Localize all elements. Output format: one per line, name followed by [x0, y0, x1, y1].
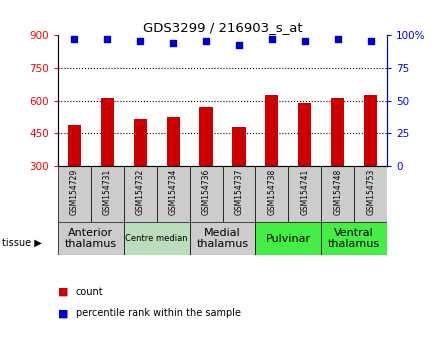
Point [137, 38, 144, 44]
Point [104, 36, 111, 42]
Bar [364, 95, 377, 166]
Bar [321, 222, 387, 255]
Text: ■: ■ [58, 287, 69, 297]
Text: GSM154732: GSM154732 [136, 169, 145, 215]
Text: ■: ■ [58, 308, 69, 318]
Bar [157, 166, 190, 222]
Point [367, 38, 374, 44]
Text: count: count [76, 287, 103, 297]
Text: GSM154731: GSM154731 [103, 169, 112, 215]
Bar [298, 103, 312, 166]
Text: GSM154748: GSM154748 [333, 169, 342, 215]
Bar [255, 222, 321, 255]
Text: percentile rank within the sample: percentile rank within the sample [76, 308, 241, 318]
Bar [58, 166, 91, 222]
Bar [199, 107, 213, 166]
Point [71, 36, 78, 42]
Point [301, 38, 308, 44]
Bar [288, 166, 321, 222]
Bar [222, 166, 255, 222]
Text: Pulvinar: Pulvinar [266, 234, 311, 244]
Point [268, 36, 275, 42]
Text: GSM154753: GSM154753 [366, 169, 375, 215]
Bar [91, 166, 124, 222]
Text: tissue ▶: tissue ▶ [2, 238, 42, 247]
Text: Centre median: Centre median [125, 234, 188, 243]
Point [202, 38, 210, 44]
Text: Anterior
thalamus: Anterior thalamus [65, 228, 117, 249]
Text: GSM154737: GSM154737 [235, 169, 243, 215]
Point [170, 40, 177, 46]
Bar [134, 119, 147, 166]
Bar [232, 127, 246, 166]
Bar [166, 117, 180, 166]
Bar [68, 125, 81, 166]
Text: GSM154729: GSM154729 [70, 169, 79, 215]
Bar [190, 222, 255, 255]
Bar [321, 166, 354, 222]
Text: GSM154734: GSM154734 [169, 169, 178, 215]
Title: GDS3299 / 216903_s_at: GDS3299 / 216903_s_at [143, 21, 302, 34]
Text: Medial
thalamus: Medial thalamus [196, 228, 249, 249]
Bar [354, 166, 387, 222]
Bar [331, 97, 344, 166]
Bar [58, 222, 124, 255]
Point [235, 42, 243, 47]
Text: GSM154736: GSM154736 [202, 169, 210, 215]
Text: GSM154738: GSM154738 [267, 169, 276, 215]
Bar [255, 166, 288, 222]
Bar [124, 222, 190, 255]
Bar [124, 166, 157, 222]
Text: GSM154741: GSM154741 [300, 169, 309, 215]
Bar [101, 97, 114, 166]
Bar [190, 166, 222, 222]
Point [334, 36, 341, 42]
Text: Ventral
thalamus: Ventral thalamus [328, 228, 380, 249]
Bar [265, 95, 279, 166]
